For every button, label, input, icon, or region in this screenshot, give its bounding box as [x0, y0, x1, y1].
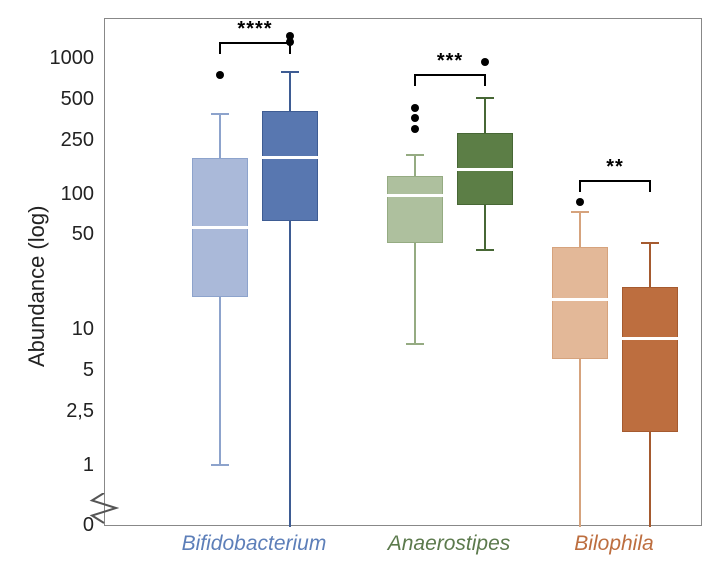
sig-label: **	[555, 156, 675, 179]
box-whisker-cap	[571, 211, 589, 213]
sig-bracket	[219, 42, 221, 54]
axis-break-icon	[89, 493, 119, 529]
outlier-point	[576, 198, 584, 206]
y-tick-label: 100	[0, 183, 94, 206]
y-tick-label: 250	[0, 129, 94, 152]
box-median	[457, 168, 513, 171]
y-tick-label: 2,5	[0, 400, 94, 423]
box-whisker-cap	[406, 343, 424, 345]
box-median	[622, 337, 678, 340]
x-axis-label: Bilophila	[504, 532, 720, 556]
y-tick-label: 1000	[0, 47, 94, 70]
box-whisker-cap	[406, 154, 424, 156]
box-whisker-cap	[211, 464, 229, 466]
sig-bracket	[415, 74, 485, 76]
y-tick-label: 1	[0, 454, 94, 477]
plot-frame: *********	[104, 18, 702, 526]
outlier-point	[411, 114, 419, 122]
y-tick-label: 50	[0, 223, 94, 246]
y-tick-label: 0	[0, 514, 94, 537]
box-median	[262, 156, 318, 159]
y-tick-label: 5	[0, 359, 94, 382]
box-median	[387, 194, 443, 197]
box	[262, 111, 318, 221]
sig-bracket	[484, 74, 486, 86]
outlier-point	[216, 71, 224, 79]
box-whisker-cap	[476, 249, 494, 251]
sig-bracket	[649, 180, 651, 192]
box-median	[192, 226, 248, 229]
box	[387, 176, 443, 243]
box	[622, 287, 678, 432]
box-whisker-cap	[641, 242, 659, 244]
sig-bracket	[579, 180, 581, 192]
outlier-point	[411, 104, 419, 112]
sig-bracket	[220, 42, 290, 44]
sig-label: ****	[195, 18, 315, 41]
sig-bracket	[580, 180, 650, 182]
box-whisker-cap	[476, 97, 494, 99]
sig-label: ***	[390, 50, 510, 73]
outlier-point	[411, 125, 419, 133]
y-tick-label: 10	[0, 318, 94, 341]
box	[552, 247, 608, 360]
sig-bracket	[414, 74, 416, 86]
x-axis-label: Bifidobacterium	[144, 532, 364, 556]
box-whisker-cap	[281, 71, 299, 73]
box-median	[552, 298, 608, 301]
sig-bracket	[289, 42, 291, 54]
y-tick-label: 500	[0, 88, 94, 111]
box-whisker-cap	[211, 113, 229, 115]
